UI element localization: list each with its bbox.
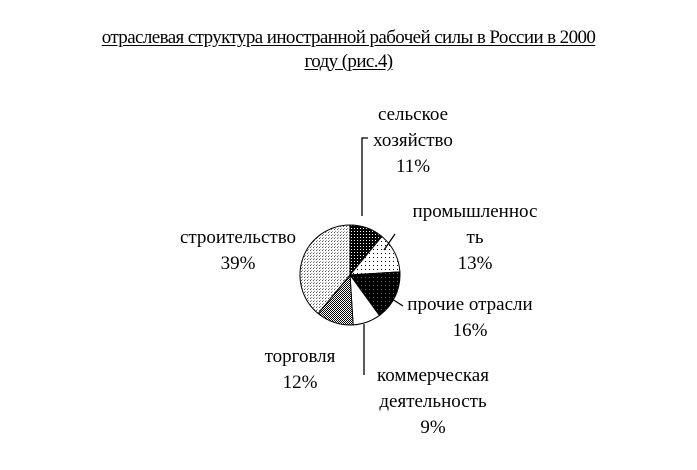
leader-line (391, 298, 404, 307)
chart-title-line2: году (рис.4) (304, 51, 394, 72)
slice-category-label: ть (467, 227, 484, 248)
leader-line (361, 137, 368, 216)
slice-value-label: 9% (420, 417, 446, 438)
pie-leader-lines (361, 137, 404, 375)
pie-slice (299, 224, 351, 315)
slice-category-label: деятельность (379, 391, 487, 412)
slice-category-label: строительство (180, 227, 296, 248)
slice-category-label: сельское (378, 104, 448, 125)
pie-slice (349, 271, 401, 317)
slice-category-label: промышленнос (413, 201, 538, 222)
slice-label: промышленнос ть 13% (413, 201, 538, 274)
pie-slices (299, 224, 401, 326)
slice-label: торговля 12% (265, 346, 336, 393)
slice-value-label: 11% (396, 156, 430, 177)
slice-category-label: прочие отрасли (407, 294, 532, 315)
slice-category-label: торговля (265, 346, 336, 367)
slice-label: прочие отрасли 16% (407, 294, 532, 341)
slice-value-label: 12% (283, 372, 318, 393)
slice-label: строительство 39% (180, 227, 296, 274)
slice-label: сельское хозяйство 11% (373, 104, 453, 177)
chart-title-line1: отраслевая структура иностранной рабочей… (101, 27, 596, 48)
slice-value-label: 13% (458, 253, 493, 274)
slice-category-label: коммерческая (377, 365, 489, 386)
leader-line (383, 233, 396, 251)
pie-labels: сельское хозяйство 11%промышленнос ть 13%про… (180, 104, 538, 438)
slice-label: коммерческая деятельность 9% (377, 365, 489, 438)
slice-value-label: 16% (453, 320, 488, 341)
slice-category-label: хозяйство (373, 130, 453, 151)
slice-value-label: 39% (221, 253, 256, 274)
